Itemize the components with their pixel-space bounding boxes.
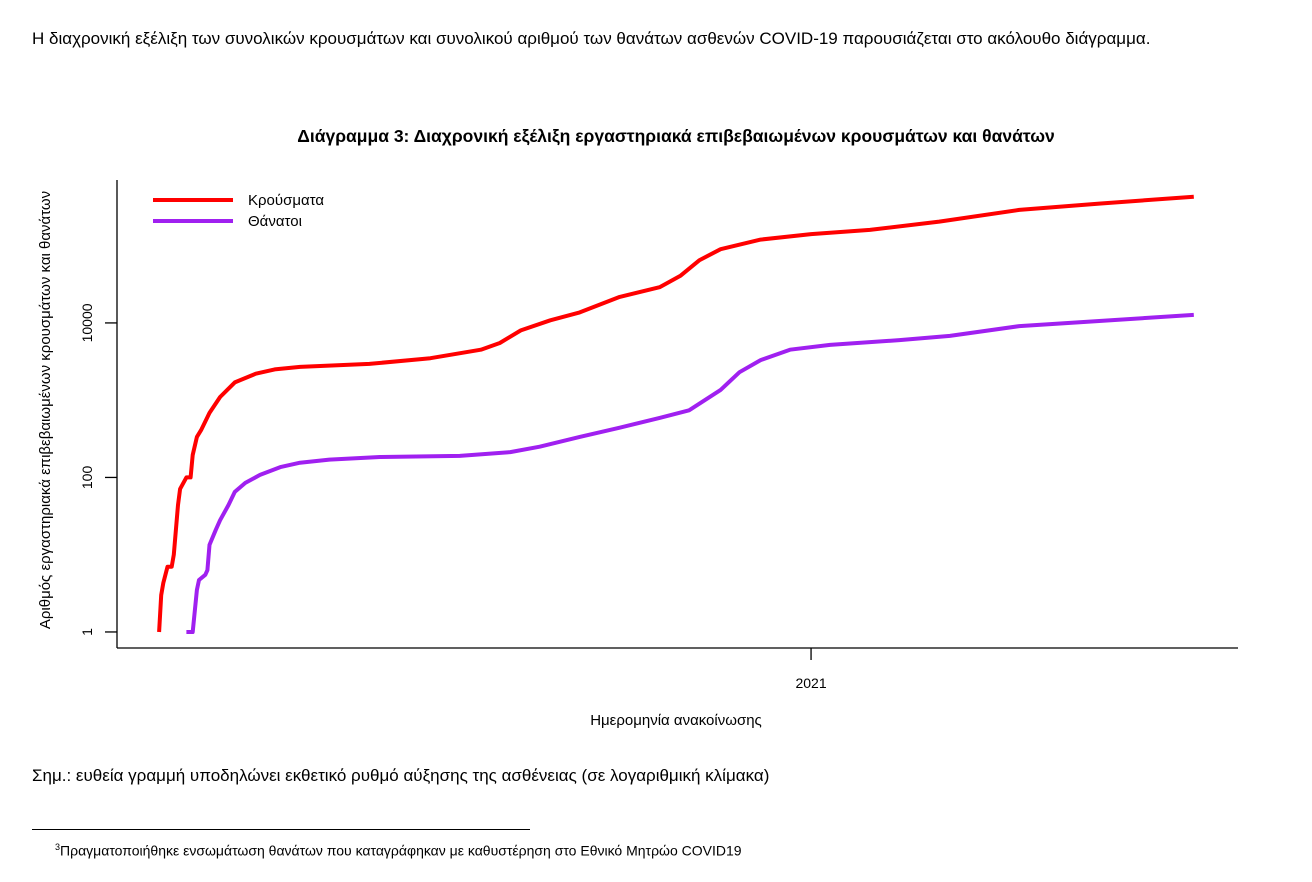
y-tick-label: 10000 [79,303,95,342]
y-axis-label: Αριθμός εργαστηριακά επιβεβαιωμένων κρου… [37,191,54,629]
chart-note: Σημ.: ευθεία γραμμή υποδηλώνει εκθετικό … [32,766,770,785]
x-axis-label: Ημερομηνία ανακοίνωσης [590,712,762,729]
intro-paragraph: Η διαχρονική εξέλιξη των συνολικών κρουσ… [32,29,1151,48]
footnote-divider [32,829,530,830]
x-tick-label: 2021 [795,675,826,691]
axes: 1 100 10000 2021 [79,180,1238,691]
legend-label: Θάνατοι [248,213,302,230]
chart-title: Διάγραμμα 3: Διαχρονική εξέλιξη εργαστηρ… [297,126,1055,146]
y-tick-label: 1 [79,628,95,636]
series-line-deaths [186,312,1194,634]
legend: Κρούσματα Θάνατοι [153,192,324,230]
footnote: 3Πραγματοποιήθηκε ενσωμάτωση θανάτων που… [55,842,742,859]
y-tick-label: 100 [79,466,95,490]
footnote-text: Πραγματοποιήθηκε ενσωμάτωση θανάτων που … [60,842,742,859]
legend-label: Κρούσματα [248,192,324,209]
footnote-marker: 3 [55,842,61,852]
series-line-cases [157,194,1194,633]
series-lines [157,194,1194,634]
